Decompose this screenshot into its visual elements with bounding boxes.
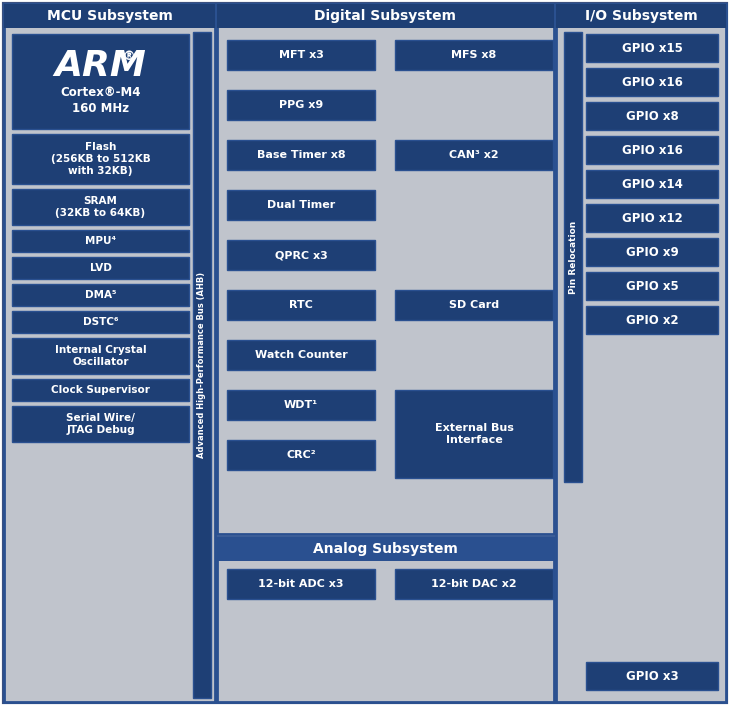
Text: QPRC x3: QPRC x3	[274, 250, 327, 260]
Text: GPIO x3: GPIO x3	[626, 669, 678, 683]
Bar	[12, 311, 189, 333]
Bar	[586, 306, 718, 334]
Text: MFT x3: MFT x3	[279, 50, 323, 60]
Text: GPIO x16: GPIO x16	[621, 76, 683, 88]
Bar	[4, 4, 215, 28]
Text: Analog Subsystem: Analog Subsystem	[313, 542, 458, 556]
Text: GPIO x14: GPIO x14	[621, 177, 683, 191]
Text: Clock Supervisor: Clock Supervisor	[51, 385, 150, 395]
Text: PPG x9: PPG x9	[279, 100, 323, 110]
Text: Advanced High-Performance Bus (AHB): Advanced High-Performance Bus (AHB)	[198, 272, 207, 458]
Text: Pin Relocation: Pin Relocation	[569, 220, 577, 294]
Bar	[395, 569, 553, 599]
Bar	[227, 440, 375, 470]
Bar	[586, 238, 718, 266]
Bar	[12, 230, 189, 252]
Text: WDT¹: WDT¹	[284, 400, 318, 410]
Bar	[12, 284, 189, 306]
Text: GPIO x5: GPIO x5	[626, 280, 678, 292]
Bar	[217, 537, 554, 702]
Text: GPIO x15: GPIO x15	[621, 42, 683, 54]
Text: I/O Subsystem: I/O Subsystem	[585, 9, 697, 23]
Bar	[12, 34, 189, 129]
Bar	[12, 338, 189, 374]
Text: Watch Counter: Watch Counter	[255, 350, 347, 360]
Text: CAN³ x2: CAN³ x2	[449, 150, 499, 160]
Text: ®: ®	[122, 49, 135, 63]
Bar	[586, 272, 718, 300]
Bar	[395, 390, 553, 478]
Bar	[227, 140, 375, 170]
Bar	[564, 32, 582, 482]
Text: 12-bit ADC x3: 12-bit ADC x3	[258, 579, 344, 589]
Text: GPIO x9: GPIO x9	[626, 246, 678, 258]
Text: Serial Wire/
JTAG Debug: Serial Wire/ JTAG Debug	[66, 413, 135, 435]
Bar	[12, 257, 189, 279]
Bar	[556, 4, 726, 28]
Bar	[556, 4, 726, 702]
Bar	[586, 204, 718, 232]
Text: Base Timer x8: Base Timer x8	[257, 150, 345, 160]
Bar	[227, 240, 375, 270]
Bar	[12, 134, 189, 184]
Text: Internal Crystal
Oscillator: Internal Crystal Oscillator	[55, 345, 146, 367]
Bar	[586, 68, 718, 96]
Text: Digital Subsystem: Digital Subsystem	[315, 9, 456, 23]
Bar	[217, 4, 554, 534]
Text: CRC²: CRC²	[286, 450, 316, 460]
Text: MCU Subsystem: MCU Subsystem	[47, 9, 172, 23]
Text: GPIO x2: GPIO x2	[626, 313, 678, 326]
Bar	[395, 140, 553, 170]
Bar	[586, 34, 718, 62]
Bar	[227, 40, 375, 70]
Bar	[12, 379, 189, 401]
Bar	[227, 90, 375, 120]
Text: SD Card: SD Card	[449, 300, 499, 310]
Text: External Bus
Interface: External Bus Interface	[434, 423, 513, 445]
Text: MPU⁴: MPU⁴	[85, 236, 116, 246]
Bar	[217, 4, 554, 28]
Bar	[586, 136, 718, 164]
Bar	[227, 190, 375, 220]
Text: DMA⁵: DMA⁵	[85, 290, 116, 300]
Text: LVD: LVD	[90, 263, 112, 273]
Bar	[227, 390, 375, 420]
Text: GPIO x8: GPIO x8	[626, 109, 678, 123]
Bar	[227, 340, 375, 370]
Bar	[4, 4, 215, 702]
Bar	[227, 569, 375, 599]
Bar	[586, 102, 718, 130]
Bar	[193, 32, 211, 698]
Bar	[395, 290, 553, 320]
Bar	[12, 189, 189, 225]
Bar	[12, 406, 189, 442]
Bar	[395, 40, 553, 70]
Text: Flash
(256KB to 512KB
with 32KB): Flash (256KB to 512KB with 32KB)	[50, 142, 150, 176]
Text: Dual Timer: Dual Timer	[267, 200, 335, 210]
Text: DSTC⁶: DSTC⁶	[82, 317, 118, 327]
Bar	[586, 662, 718, 690]
Text: MFS x8: MFS x8	[451, 50, 496, 60]
Text: GPIO x16: GPIO x16	[621, 143, 683, 157]
Text: RTC: RTC	[289, 300, 313, 310]
Bar	[227, 290, 375, 320]
Text: Cortex®-M4
160 MHz: Cortex®-M4 160 MHz	[61, 85, 141, 114]
Bar	[217, 537, 554, 561]
Text: ARM: ARM	[55, 49, 147, 83]
Text: 12-bit DAC x2: 12-bit DAC x2	[431, 579, 517, 589]
Bar	[586, 170, 718, 198]
Text: GPIO x12: GPIO x12	[622, 212, 683, 225]
Text: SRAM
(32KB to 64KB): SRAM (32KB to 64KB)	[55, 196, 145, 218]
